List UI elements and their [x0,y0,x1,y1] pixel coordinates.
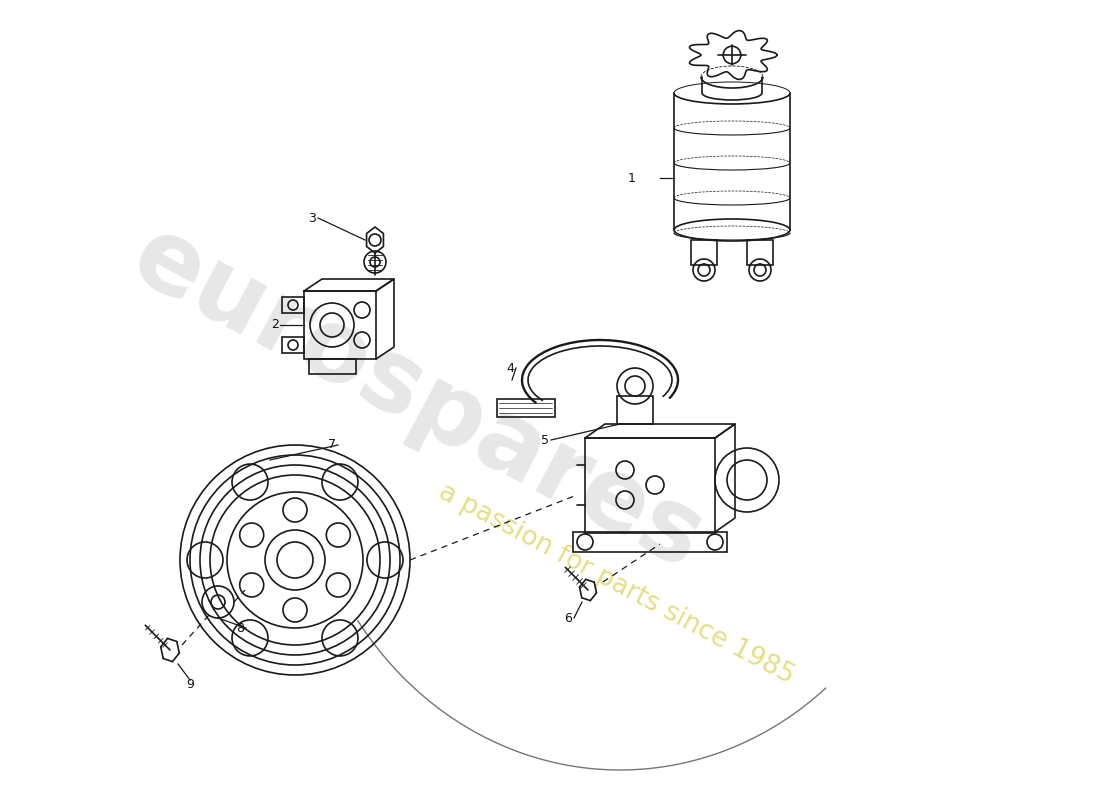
Bar [691,240,717,265]
Text: 4: 4 [506,362,514,374]
Bar [747,240,773,265]
Bar [304,291,376,359]
Bar [585,438,715,533]
Bar [282,337,304,353]
Text: 7: 7 [328,438,336,451]
Bar [617,396,653,424]
Bar [497,399,556,417]
Bar [282,297,304,313]
Text: 9: 9 [186,678,194,691]
Text: eurospares: eurospares [117,209,719,591]
Bar [573,532,727,552]
Text: 2: 2 [271,318,279,331]
Text: 1: 1 [628,171,636,185]
Text: a passion for parts since 1985: a passion for parts since 1985 [433,479,799,689]
Text: 5: 5 [541,434,549,446]
Bar [309,359,356,374]
Text: 3: 3 [308,211,316,225]
Text: 6: 6 [564,611,572,625]
Text: 8: 8 [236,622,244,634]
